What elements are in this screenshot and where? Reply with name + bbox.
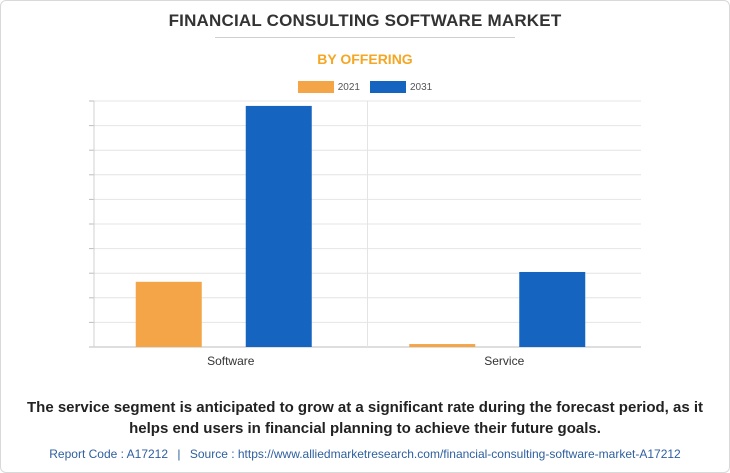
chart-title: FINANCIAL CONSULTING SOFTWARE MARKET [168,11,562,30]
legend-item-2031: 2031 [370,79,432,95]
x-tick-label-software: Software [207,354,255,368]
legend-swatch-2031 [370,81,406,93]
legend-swatch-2021 [297,81,334,93]
bar-software-2031 [245,105,312,347]
bar-software-2021 [135,281,202,347]
bar-service-2021 [409,344,476,347]
bar-service-2031 [519,271,586,347]
x-tick-label-service: Service [484,354,524,368]
footer-separator: | [177,447,181,461]
title-divider [215,37,515,38]
legend-item-2021: 2021 [297,79,360,95]
chart-note: The service segment is anticipated to gr… [27,399,703,437]
legend-label-2021: 2021 [337,81,360,93]
chart-subtitle: BY OFFERING [317,51,413,67]
legend-label-2031: 2031 [410,81,433,93]
report-code: Report Code : A17212 [49,447,169,461]
bar-chart: Software Service [89,100,641,368]
legend: 2021 2031 [0,79,730,95]
footer: Report Code : A17212 | Source : https://… [0,447,730,461]
source-link[interactable]: Source : https://www.alliedmarketresearc… [189,447,681,461]
